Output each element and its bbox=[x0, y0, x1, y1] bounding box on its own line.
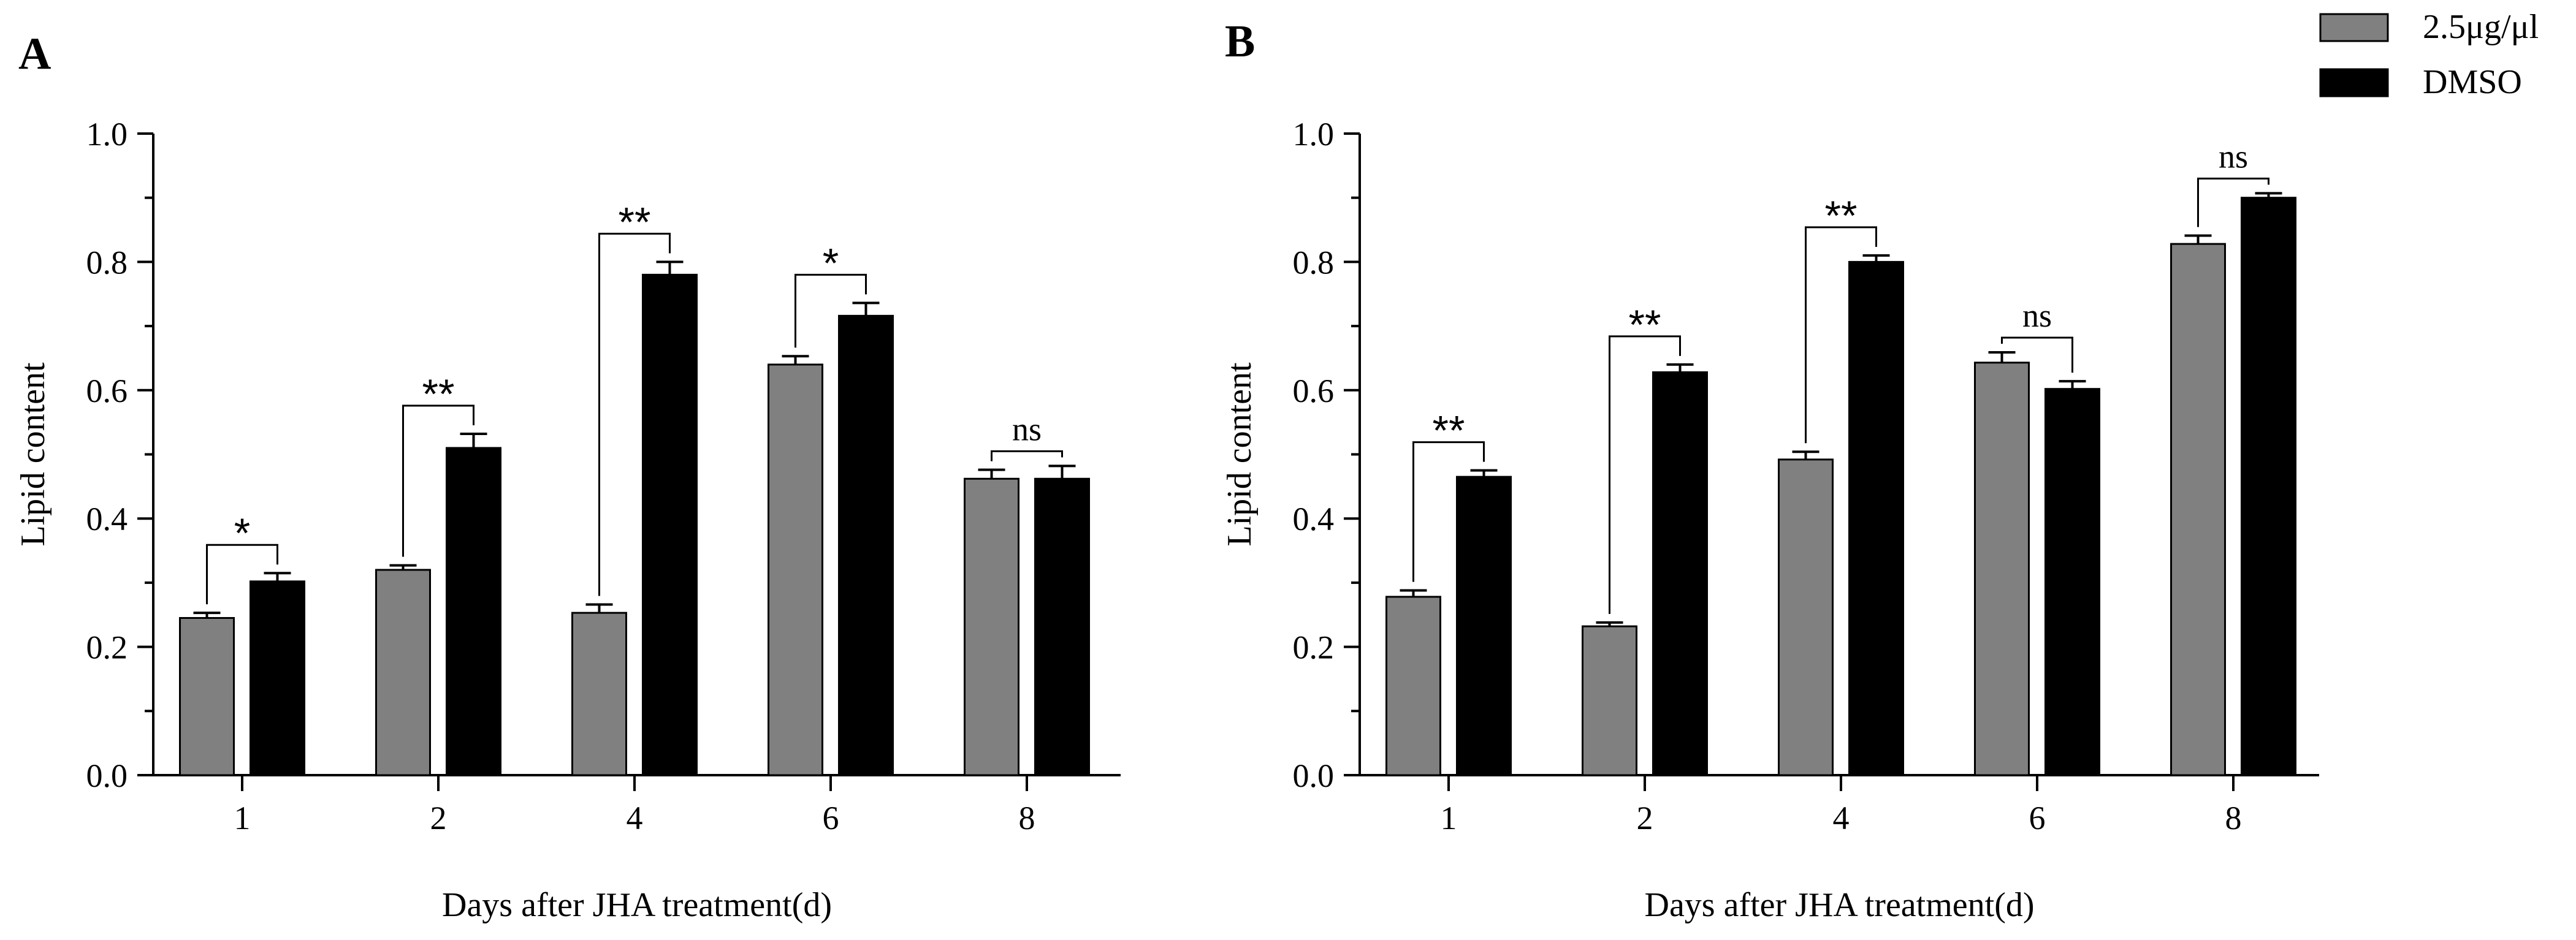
bar-control bbox=[1456, 476, 1512, 776]
significance-label: ** bbox=[1433, 407, 1465, 454]
y-tick-label: 0.2 bbox=[86, 629, 128, 666]
x-tick-label: 4 bbox=[1833, 800, 1850, 836]
bar-treatment bbox=[375, 569, 431, 776]
significance-bracket bbox=[795, 273, 867, 348]
bar-treatment bbox=[1385, 596, 1441, 776]
x-tick-label: 2 bbox=[430, 800, 447, 836]
significance-bracket bbox=[1412, 441, 1485, 582]
significance-bracket bbox=[1609, 335, 1681, 614]
x-axis-title: Days after JHA treatment(d) bbox=[442, 886, 832, 924]
legend-label-control: DMSO bbox=[2423, 63, 2522, 101]
y-tick-label: 0.0 bbox=[86, 757, 128, 794]
x-tick-label: 8 bbox=[2225, 800, 2242, 836]
bar-control bbox=[838, 314, 894, 776]
bar-control bbox=[250, 580, 305, 776]
y-tick-label: 0.6 bbox=[1293, 373, 1335, 409]
significance-label: * bbox=[823, 240, 839, 286]
bar-control bbox=[2241, 197, 2296, 776]
bar-treatment bbox=[1582, 625, 1637, 776]
significance-bracket bbox=[2197, 177, 2269, 227]
significance-label: ** bbox=[1825, 192, 1858, 239]
x-tick-label: 8 bbox=[1019, 800, 1035, 836]
y-tick-label: 1.0 bbox=[1293, 116, 1335, 153]
significance-label: ** bbox=[619, 199, 651, 245]
legend-swatch-control bbox=[2319, 68, 2389, 97]
significance-bracket bbox=[2001, 336, 2073, 373]
x-tick-label: 2 bbox=[1637, 800, 1653, 836]
significance-bracket bbox=[598, 232, 671, 596]
x-tick-label: 4 bbox=[627, 800, 643, 836]
significance-label: ns bbox=[2022, 297, 2052, 334]
legend-label-treatment: 2.5μg/μl bbox=[2423, 8, 2539, 46]
bar-treatment bbox=[768, 363, 823, 776]
significance-label: ns bbox=[2219, 138, 2248, 175]
significance-label: ** bbox=[422, 371, 455, 417]
y-tick-label: 1.0 bbox=[86, 116, 128, 153]
y-tick-label: 0.8 bbox=[1293, 244, 1335, 281]
significance-bracket bbox=[1805, 226, 1877, 444]
x-axis-title: Days after JHA treatment(d) bbox=[1645, 886, 2035, 924]
y-axis-title: Lipid content bbox=[14, 362, 52, 547]
x-tick-label: 6 bbox=[823, 800, 839, 836]
significance-bracket bbox=[206, 544, 278, 605]
bar-control bbox=[642, 273, 698, 776]
bar-control bbox=[1652, 371, 1708, 776]
bar-control bbox=[446, 447, 501, 776]
y-tick-label: 0.4 bbox=[1293, 501, 1335, 537]
significance-bracket bbox=[402, 404, 474, 557]
bar-treatment bbox=[571, 612, 627, 776]
bar-control bbox=[1848, 260, 1904, 776]
significance-bracket bbox=[991, 450, 1063, 461]
x-tick-label: 1 bbox=[234, 800, 251, 836]
y-tick-label: 0.6 bbox=[86, 373, 128, 409]
bar-control bbox=[2044, 388, 2100, 776]
panel-label: B bbox=[1225, 17, 1255, 67]
legend-swatch-treatment bbox=[2319, 13, 2389, 42]
significance-label: ** bbox=[1629, 301, 1661, 348]
y-axis-title: Lipid content bbox=[1221, 362, 1259, 547]
bar-treatment bbox=[1778, 458, 1834, 776]
bar-treatment bbox=[179, 616, 235, 776]
y-tick-label: 0.2 bbox=[1293, 629, 1335, 666]
panel-b-chart: B 0.0 0.2 0.4 0.6 0.8 1.0 Lipid content Days aft… bbox=[1221, 17, 2319, 924]
y-tick-label: 0.4 bbox=[86, 501, 128, 537]
bar-control bbox=[1034, 477, 1090, 776]
bar-treatment bbox=[1974, 362, 2030, 776]
x-tick-label: 1 bbox=[1441, 800, 1457, 836]
panel-a-chart: A 0.0 0.2 0.4 0.6 0.8 1.0 Lipid content Days aft… bbox=[14, 29, 1121, 924]
x-tick-label: 6 bbox=[2029, 800, 2046, 836]
y-tick-label: 0.8 bbox=[86, 244, 128, 281]
y-tick-label: 0.0 bbox=[1293, 757, 1335, 794]
bar-treatment bbox=[2170, 243, 2226, 776]
significance-label: * bbox=[234, 510, 250, 556]
panel-label: A bbox=[18, 29, 51, 79]
significance-label: ns bbox=[1012, 411, 1042, 447]
legend: 2.5μg/μl DMSO bbox=[2319, 8, 2539, 101]
bar-treatment bbox=[964, 477, 1019, 776]
